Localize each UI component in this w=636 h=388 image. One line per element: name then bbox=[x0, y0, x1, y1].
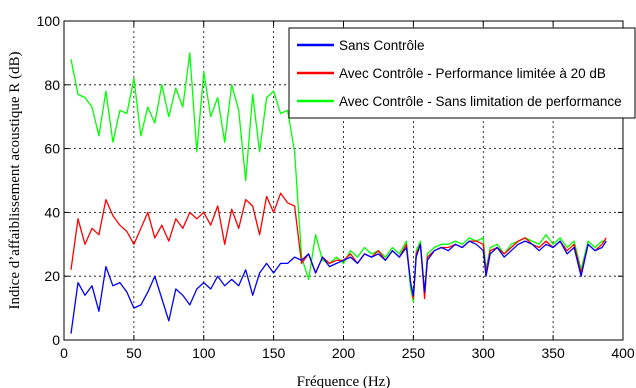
x-tick-label: 0 bbox=[60, 345, 68, 361]
y-axis-ticks: 0 20 40 60 80 100 bbox=[37, 13, 623, 348]
x-tick-label: 400 bbox=[611, 345, 635, 361]
y-tick-label: 100 bbox=[37, 13, 61, 29]
legend-label: Avec Contrôle - Sans limitation de perfo… bbox=[339, 94, 622, 109]
y-axis-label: Indice d’affaiblissement acoustique R (d… bbox=[7, 52, 23, 310]
x-axis-label: Fréquence (Hz) bbox=[297, 374, 391, 388]
x-tick-label: 350 bbox=[541, 345, 565, 361]
x-tick-label: 250 bbox=[402, 345, 426, 361]
x-tick-label: 100 bbox=[192, 345, 216, 361]
y-tick-label: 0 bbox=[52, 332, 60, 348]
series-line-2 bbox=[70, 192, 607, 300]
y-tick-label: 60 bbox=[44, 141, 60, 157]
x-tick-label: 200 bbox=[332, 345, 356, 361]
x-tick-label: 50 bbox=[126, 345, 142, 361]
y-tick-label: 20 bbox=[44, 268, 60, 284]
y-tick-label: 40 bbox=[44, 204, 60, 220]
y-tick-label: 80 bbox=[44, 77, 60, 93]
legend: Sans Contrôle Avec Contrôle - Performance… bbox=[288, 27, 636, 119]
x-axis-ticks: 0 50 100 150 200 250 300 350 400 bbox=[60, 21, 635, 361]
series-lines bbox=[70, 52, 607, 334]
series-line-3 bbox=[70, 52, 607, 303]
legend-label: Sans Contrôle bbox=[339, 38, 425, 53]
x-tick-label: 300 bbox=[472, 345, 496, 361]
legend-label: Avec Contrôle - Performance limitée à 20… bbox=[339, 66, 606, 81]
x-tick-label: 150 bbox=[262, 345, 286, 361]
series-line-1 bbox=[70, 240, 607, 334]
legend-box bbox=[288, 27, 636, 119]
